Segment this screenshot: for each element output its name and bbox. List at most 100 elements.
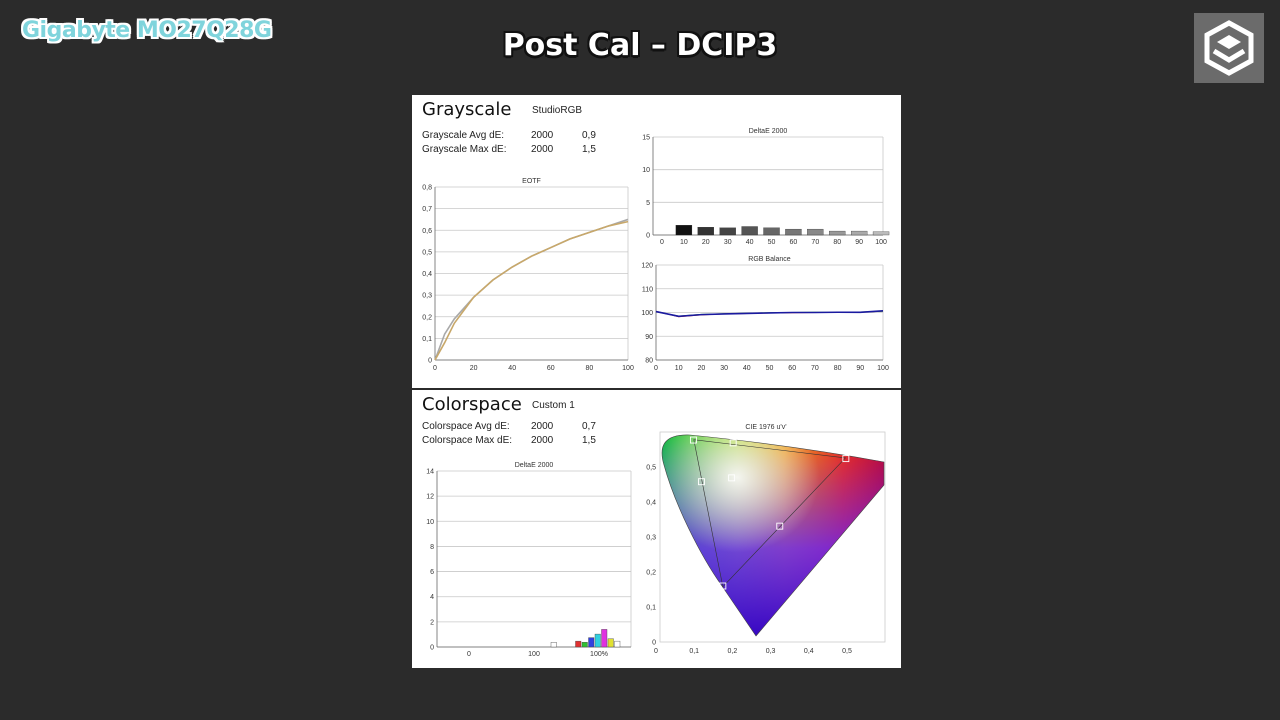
cie-measured-point — [719, 582, 727, 590]
colorspace-de-ytick-label: 6 — [430, 569, 434, 576]
grayscale-de-bar — [850, 230, 868, 236]
colorspace-de-xtick-label: 100 — [528, 651, 540, 658]
grayscale-de-ytick-label: 10 — [642, 167, 650, 174]
eotf-xtick-label: 60 — [547, 365, 555, 372]
colorspace-de-ytick-label: 12 — [426, 494, 434, 501]
rgb-balance-series-line — [655, 310, 884, 318]
rgb-balance-xtick-label: 0 — [654, 365, 658, 372]
calibration-report-panel — [412, 95, 901, 668]
colorspace-de-title: DeltaE 2000 — [515, 462, 554, 469]
grayscale-de-bar — [697, 227, 714, 236]
eotf-ytick-label: 0,6 — [422, 228, 432, 235]
grayscale-de-xtick-label: 0 — [660, 239, 664, 246]
grayscale-de-ytick-label: 5 — [646, 200, 650, 207]
grayscale-profile: StudioRGB — [532, 105, 583, 116]
cie-ytick-label: 0,4 — [646, 500, 656, 507]
colorspace-avg-std: 2000 — [531, 421, 554, 432]
rgb-balance-xtick-label: 100 — [877, 365, 889, 372]
cie-ytick-label: 0 — [652, 640, 656, 647]
grayscale-de-bar — [763, 227, 780, 236]
colorspace-de-xtick-label: 100% — [590, 651, 608, 658]
rgb-balance-title: RGB Balance — [748, 256, 791, 263]
cie-measured-point — [729, 439, 737, 447]
rgb-balance-ytick-label: 110 — [642, 286, 653, 293]
grayscale-de-xtick-label: 20 — [702, 239, 710, 246]
rgb-balance-xtick-label: 30 — [720, 365, 728, 372]
rgb-balance-xtick-label: 90 — [856, 365, 864, 372]
grayscale-de-xtick-label: 60 — [790, 239, 798, 246]
colorspace-de-bar — [588, 637, 595, 648]
cie-frame — [659, 431, 886, 643]
rgb-balance-ytick-label: 90 — [645, 334, 653, 341]
eotf-series-line — [434, 218, 629, 361]
rgb-balance-xtick-label: 70 — [811, 365, 819, 372]
grayscale-heading: Grayscale — [422, 99, 512, 120]
grayscale-max-label: Grayscale Max dE: — [422, 144, 507, 155]
eotf-ytick-label: 0,4 — [422, 271, 432, 278]
colorspace-de-bar — [550, 642, 557, 648]
cie-measured-point — [776, 522, 784, 530]
grayscale-de-ytick-label: 0 — [646, 233, 650, 240]
grayscale-de-bar — [675, 225, 693, 236]
grayscale-avg-value: 0,9 — [582, 130, 596, 141]
colorspace-heading: Colorspace — [422, 394, 522, 415]
rgb-balance-xtick-label: 60 — [788, 365, 796, 372]
channel-logo-icon — [1194, 13, 1264, 83]
colorspace-de-ytick-label: 4 — [430, 594, 434, 601]
eotf-xtick-label: 20 — [470, 365, 478, 372]
rgb-balance-xtick-label: 80 — [834, 365, 842, 372]
colorspace-de-bar — [614, 640, 621, 648]
colorspace-profile: Custom 1 — [532, 400, 575, 411]
grayscale-de-xtick-label: 100 — [875, 239, 887, 246]
eotf-ytick-label: 0,2 — [422, 314, 432, 321]
grayscale-de-bar — [741, 226, 758, 236]
channel-brand-label: Gigabyte MO27Q28G — [22, 18, 272, 43]
grayscale-de-bar — [785, 228, 802, 236]
grayscale-de-xtick-label: 80 — [833, 239, 841, 246]
cie-xtick-label: 0,3 — [766, 648, 776, 655]
grayscale-de-xtick-label: 40 — [746, 239, 754, 246]
rgb-balance-xtick-label: 20 — [698, 365, 706, 372]
eotf-ytick-label: 0,3 — [422, 293, 432, 300]
colorspace-de-bar — [594, 633, 601, 648]
grayscale-de-xtick-label: 50 — [768, 239, 776, 246]
rgb-balance-ytick-label: 80 — [645, 358, 653, 365]
rgb-balance-ytick-label: 120 — [641, 263, 653, 270]
rgb-balance-xtick-label: 40 — [743, 365, 751, 372]
cie-title: CIE 1976 u'v' — [745, 424, 786, 431]
cie-xtick-label: 0,1 — [689, 648, 699, 655]
cie-xtick-label: 0,2 — [728, 648, 738, 655]
cie-gamut-triangle — [693, 439, 847, 588]
cie-color-gamut — [661, 434, 884, 636]
rgb-balance-ytick-label: 100 — [641, 310, 653, 317]
cie-xtick-label: 0,5 — [842, 648, 852, 655]
eotf-ytick-label: 0,5 — [422, 249, 432, 256]
grayscale-de-bar — [719, 227, 736, 236]
rgb-balance-xtick-label: 10 — [675, 365, 683, 372]
cie-ytick-label: 0,3 — [646, 535, 656, 542]
cie-measured-point — [842, 455, 850, 463]
colorspace-avg-value: 0,7 — [582, 421, 596, 432]
cie-measured-point — [698, 478, 705, 486]
eotf-ytick-label: 0,8 — [422, 185, 432, 192]
page-title: Post Cal – DCIP3 — [502, 28, 778, 63]
grayscale-de-bar — [807, 228, 824, 236]
eotf-xtick-label: 100 — [622, 365, 634, 372]
eotf-xtick-label: 0 — [433, 365, 437, 372]
colorspace-de-ytick-label: 14 — [426, 469, 434, 476]
cie-locus-outline — [661, 434, 885, 637]
colorspace-de-bar — [575, 640, 582, 648]
grayscale-de-bar — [872, 231, 890, 236]
grayscale-max-value: 1,5 — [582, 144, 596, 155]
cie-ytick-label: 0,5 — [646, 465, 656, 472]
grayscale-avg-std: 2000 — [531, 130, 554, 141]
cie-xtick-label: 0,4 — [804, 648, 814, 655]
eotf-xtick-label: 40 — [508, 365, 516, 372]
colorspace-max-value: 1,5 — [582, 435, 596, 446]
grayscale-de-title: DeltaE 2000 — [749, 128, 788, 135]
eotf-series-line — [434, 220, 629, 361]
cie-xtick-label: 0 — [654, 648, 658, 655]
colorspace-de-ytick-label: 8 — [430, 544, 434, 551]
colorspace-avg-label: Colorspace Avg dE: — [422, 421, 510, 432]
